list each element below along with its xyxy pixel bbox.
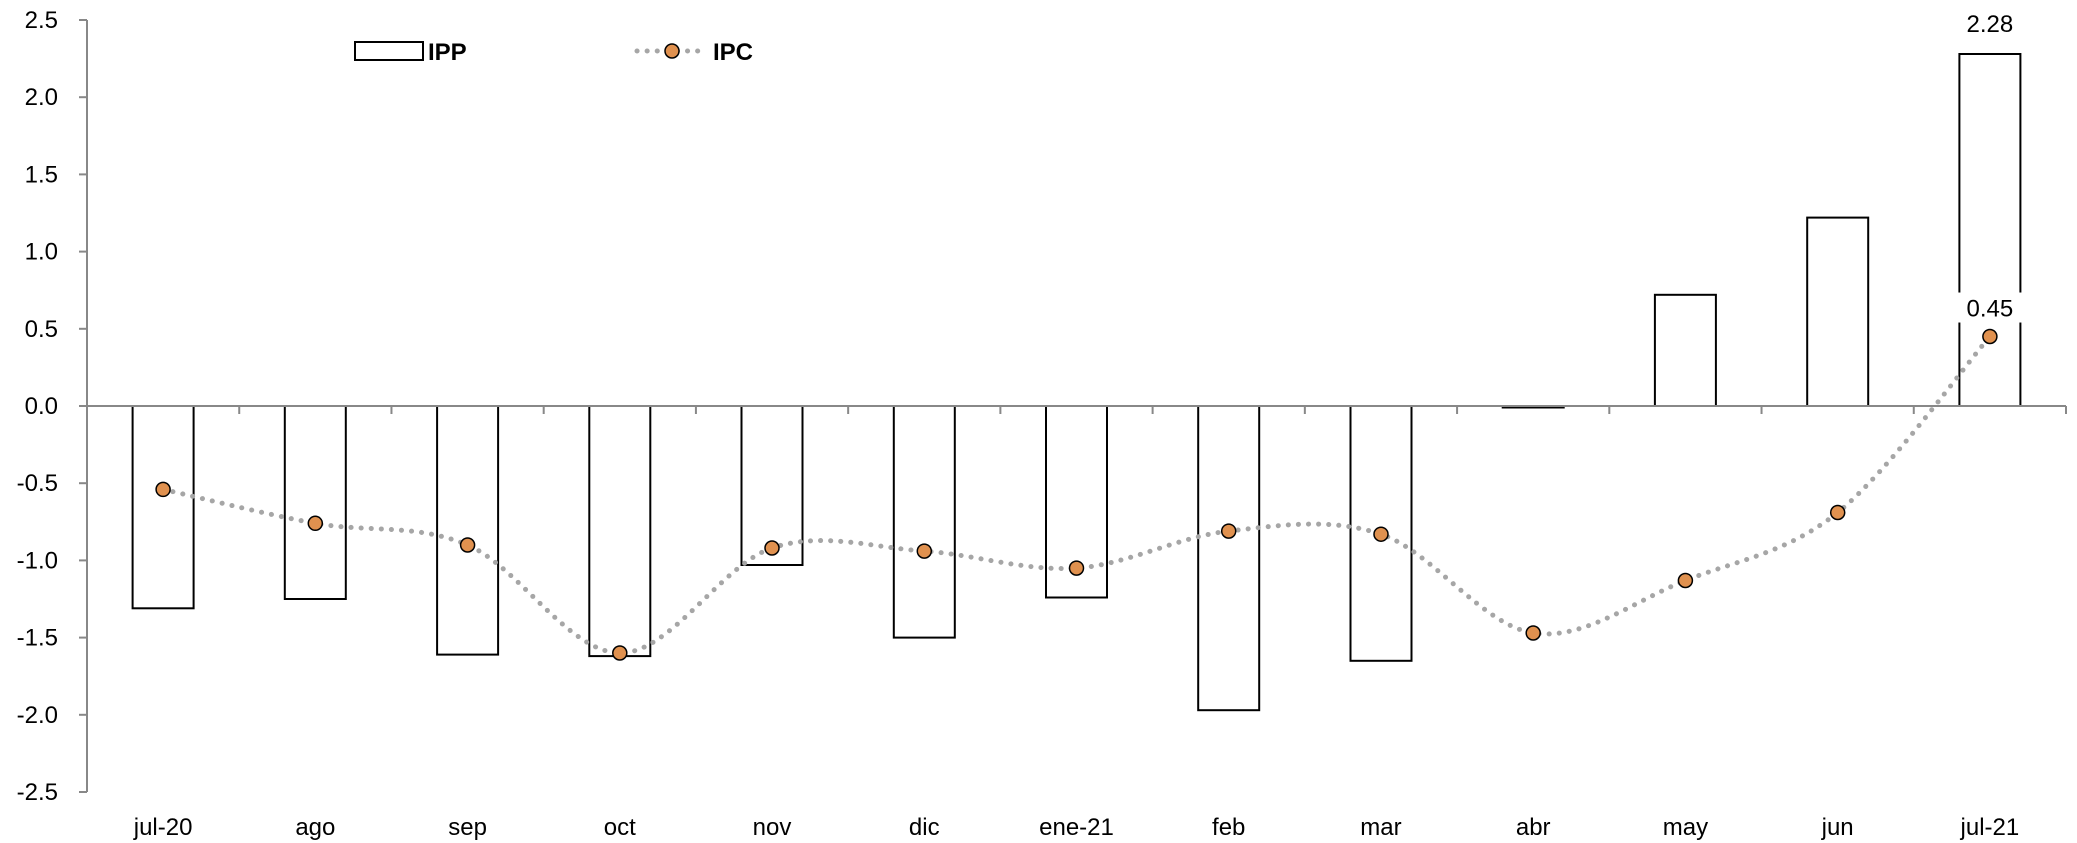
ipc-point-dic — [916, 543, 933, 559]
ipc-line — [160, 334, 1993, 656]
ipc-point-jul-21 — [1982, 328, 1998, 345]
x-tick-label-nov: nov — [753, 814, 792, 841]
y-tick-label: 2.5 — [25, 7, 58, 34]
ipc-point-abr — [1525, 625, 1541, 641]
x-tick-label-dic: dic — [909, 814, 940, 841]
ipc-point-sep — [459, 537, 476, 553]
ipp-bars — [131, 53, 2022, 712]
ipc-point-nov — [764, 540, 780, 556]
legend-swatch-ipc-marker — [664, 43, 680, 59]
x-tick-label-mar: mar — [1360, 814, 1401, 841]
y-tick-label: -1.0 — [17, 547, 58, 574]
x-tick-label-ago: ago — [295, 814, 335, 841]
legend-label-ipp: IPP — [428, 39, 467, 66]
ipp-bar-nov — [740, 405, 804, 566]
ipc-point-jul-20 — [155, 481, 171, 498]
ipp-bar-jun — [1806, 216, 1870, 407]
y-tick-label: 2.0 — [25, 84, 58, 111]
ipp-bar-jul-21 — [1958, 53, 2022, 407]
ipc-point-ago — [307, 515, 324, 532]
ipc-point-mar — [1373, 526, 1389, 542]
ipc-point-may — [1677, 572, 1694, 589]
x-tick-label-jul-21: jul-21 — [1960, 814, 2020, 841]
y-tick-label: 0.5 — [25, 316, 58, 343]
ipp-bar-jul-20 — [131, 405, 195, 610]
ipp-bar-oct — [588, 405, 652, 658]
ipc-point-ene-21 — [1068, 560, 1085, 576]
legend-swatch-ipp — [354, 41, 424, 61]
ipp-bar-dic — [892, 405, 956, 639]
ipc-point-feb — [1220, 523, 1237, 539]
y-tick-label: -2.0 — [17, 702, 58, 729]
data-labels: 2.28 0.45 — [1957, 11, 2022, 323]
x-tick-label-feb: feb — [1212, 814, 1245, 841]
axes: 2.5 2.0 1.5 1.0 0.5 0.0 -0.5 -1.0 -1.5 -2.0 -2.5 ju… — [17, 7, 2067, 841]
ipc-point-jun — [1829, 504, 1846, 521]
ipc-data-label-bg — [1957, 292, 2022, 323]
ipp-bar-ago — [283, 405, 347, 600]
y-tick-label: 1.5 — [25, 161, 58, 188]
legend-label-ipc: IPC — [713, 39, 753, 66]
y-tick-label: 0.0 — [25, 393, 58, 420]
x-tick-label-sep: sep — [448, 814, 487, 841]
legend: IPP IPC — [354, 39, 753, 66]
x-tick-label-jun: jun — [1821, 814, 1854, 841]
ipc-point-oct — [612, 645, 628, 661]
x-tick-label-abr: abr — [1516, 814, 1551, 841]
x-tick-label-oct: oct — [604, 814, 636, 841]
x-tick-label-jul-20: jul-20 — [133, 814, 193, 841]
ipp-bar-feb — [1197, 405, 1261, 712]
y-tick-label: 1.0 — [25, 239, 58, 266]
y-tick-label: -1.5 — [17, 625, 58, 652]
x-tick-label-may: may — [1663, 814, 1708, 841]
x-tick-label-ene-21: ene-21 — [1039, 814, 1114, 841]
ipp-bar-sep — [436, 405, 500, 656]
y-tick-label: -0.5 — [17, 470, 58, 497]
ipp-bar-may — [1653, 293, 1717, 407]
ipc-data-label: 0.45 — [1967, 296, 2014, 323]
ipc-line-series — [155, 328, 1998, 661]
ipp-data-label: 2.28 — [1967, 11, 2014, 38]
y-tick-label: -2.5 — [17, 779, 58, 806]
